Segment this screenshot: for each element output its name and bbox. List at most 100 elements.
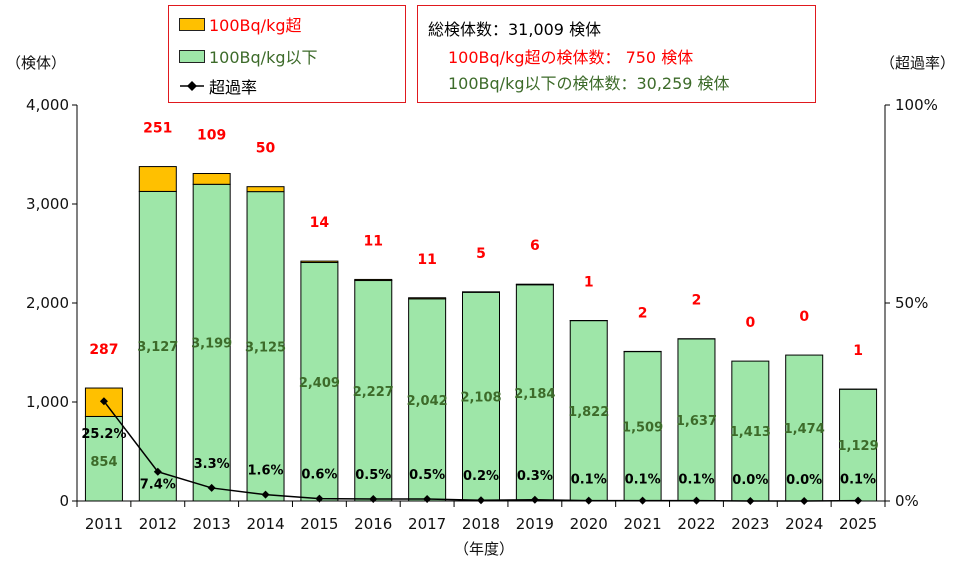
- rate-point: [261, 490, 270, 499]
- legend-item-rate: 超過率: [179, 74, 257, 98]
- data-label-over: 11: [364, 233, 383, 249]
- summary-total: 総検体数：31,009 検体: [428, 20, 602, 39]
- legend-swatch-over: [179, 17, 205, 31]
- data-label-over: 11: [417, 252, 436, 268]
- data-label-under: 854: [90, 455, 117, 470]
- x-tick-label: 2013: [193, 515, 231, 533]
- bar-under-100bq: [300, 262, 339, 502]
- data-label-over: 2: [692, 293, 702, 309]
- rate-label: 25.2%: [81, 427, 126, 442]
- data-label-under: 1,509: [622, 420, 663, 435]
- x-tick-label: 2015: [300, 515, 338, 533]
- data-label-under: 1,129: [838, 439, 879, 454]
- rate-point: [530, 495, 539, 504]
- data-label-under: 2,227: [353, 385, 394, 400]
- x-tick-label: 2021: [624, 515, 662, 533]
- rate-point: [99, 397, 108, 406]
- legend-line-marker-icon: [180, 81, 204, 91]
- rate-label: 0.1%: [678, 473, 714, 488]
- bar-under-100bq: [462, 291, 500, 502]
- rate-label: 0.5%: [355, 468, 391, 483]
- bar-under-100bq: [246, 191, 285, 502]
- bar-under-100bq: [623, 351, 662, 502]
- legend-item-over: 100Bq/kg超: [179, 12, 302, 36]
- x-tick-label: 2014: [246, 515, 284, 533]
- x-tick-label: 2011: [85, 515, 123, 533]
- rate-label: 0.3%: [517, 469, 553, 484]
- rate-point: [746, 497, 755, 505]
- bar-under-100bq: [408, 298, 447, 502]
- data-label-over: 0: [745, 315, 755, 331]
- x-tick-label: 2016: [354, 515, 392, 533]
- data-label-under: 3,199: [191, 337, 232, 352]
- x-axis-title: （年度）: [454, 540, 515, 558]
- data-label-under: 2,108: [460, 391, 501, 406]
- data-label-over: 251: [143, 121, 172, 137]
- summary-under: 100Bq/kg以下の検体数：30,259 検体: [448, 74, 730, 93]
- data-label-over: 1: [584, 275, 594, 291]
- bar-under-100bq: [731, 360, 770, 502]
- left-tick-label: 2,000: [26, 294, 69, 312]
- bar-over-100bq: [408, 297, 447, 300]
- bar-over-100bq: [300, 260, 339, 264]
- left-tick-label: 4,000: [26, 96, 69, 114]
- bar-over-100bq: [246, 186, 285, 193]
- left-tick-label: 0: [59, 492, 69, 510]
- left-axis-title: （検体）: [6, 54, 67, 72]
- rate-point: [153, 467, 162, 476]
- rate-point: [854, 496, 863, 505]
- bar-over-100bq: [354, 278, 393, 282]
- bar-under-100bq: [138, 190, 177, 502]
- rate-label: 1.6%: [248, 464, 284, 479]
- right-tick-label: 0%: [895, 492, 919, 510]
- rate-point: [423, 495, 432, 504]
- bar-over-100bq: [138, 166, 177, 192]
- data-label-over: 0: [799, 309, 809, 325]
- data-label-over: 2: [638, 305, 648, 321]
- summary-box: 総検体数：31,009 検体 100Bq/kg超の検体数： 750 検体 100…: [417, 5, 816, 103]
- rate-label: 0.1%: [840, 473, 876, 488]
- legend-label-under: 100Bq/kg以下: [209, 48, 318, 67]
- data-label-under: 3,125: [245, 340, 286, 355]
- bar-under-100bq: [84, 415, 123, 502]
- rate-label: 0.2%: [463, 469, 499, 484]
- rate-label: 0.6%: [301, 468, 337, 483]
- rate-point: [692, 496, 701, 505]
- bar-under-100bq: [515, 284, 554, 502]
- right-tick-label: 50%: [895, 294, 928, 312]
- rate-point: [315, 494, 324, 503]
- rate-point: [207, 483, 216, 492]
- rate-point: [638, 496, 647, 505]
- rate-label: 0.1%: [571, 473, 607, 488]
- data-label-under: 1,413: [730, 425, 771, 440]
- data-label-over: 5: [476, 246, 486, 262]
- data-label-under: 1,822: [568, 405, 609, 420]
- legend-label-rate: 超過率: [209, 78, 258, 97]
- right-tick-label: 100%: [895, 96, 938, 114]
- bar-over-100bq: [192, 173, 231, 185]
- data-label-under: 2,184: [514, 387, 555, 402]
- left-tick-label: 1,000: [26, 393, 69, 411]
- rate-label: 3.3%: [194, 457, 230, 472]
- x-tick-label: 2019: [516, 515, 554, 533]
- data-label-under: 1,637: [676, 414, 717, 429]
- legend-label-over: 100Bq/kg超: [209, 16, 302, 35]
- x-tick-label: 2018: [462, 515, 500, 533]
- x-tick-label: 2023: [731, 515, 769, 533]
- data-label-over: 1: [853, 343, 863, 359]
- data-label-under: 2,042: [407, 394, 448, 409]
- right-axis-title: （超過率）: [880, 54, 956, 72]
- rate-point: [584, 496, 593, 505]
- rate-label: 7.4%: [140, 478, 176, 493]
- x-tick-label: 2017: [408, 515, 446, 533]
- data-label-under: 2,409: [299, 376, 340, 391]
- rate-point: [800, 497, 809, 505]
- x-tick-label: 2025: [839, 515, 877, 533]
- left-tick-label: 3,000: [26, 195, 69, 213]
- data-label-over: 14: [310, 215, 330, 231]
- rate-point: [477, 496, 485, 505]
- rate-point: [369, 495, 378, 504]
- legend-item-under: 100Bq/kg以下: [179, 44, 318, 68]
- x-tick-label: 2020: [570, 515, 608, 533]
